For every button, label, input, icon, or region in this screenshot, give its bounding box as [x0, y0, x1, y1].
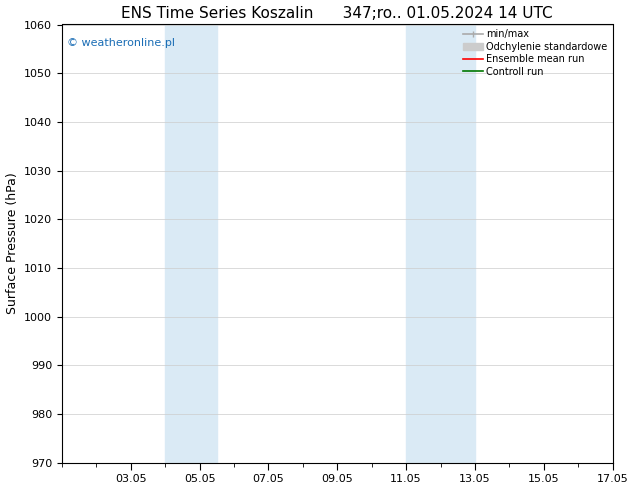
- Legend: min/max, Odchylenie standardowe, Ensemble mean run, Controll run: min/max, Odchylenie standardowe, Ensembl…: [461, 27, 610, 78]
- Bar: [406, 24, 475, 463]
- Text: © weatheronline.pl: © weatheronline.pl: [67, 38, 176, 48]
- Title: ENS Time Series Koszalin      347;ro.. 01.05.2024 14 UTC: ENS Time Series Koszalin 347;ro.. 01.05.…: [122, 5, 553, 21]
- Y-axis label: Surface Pressure (hPa): Surface Pressure (hPa): [6, 172, 18, 315]
- Bar: [165, 24, 217, 463]
